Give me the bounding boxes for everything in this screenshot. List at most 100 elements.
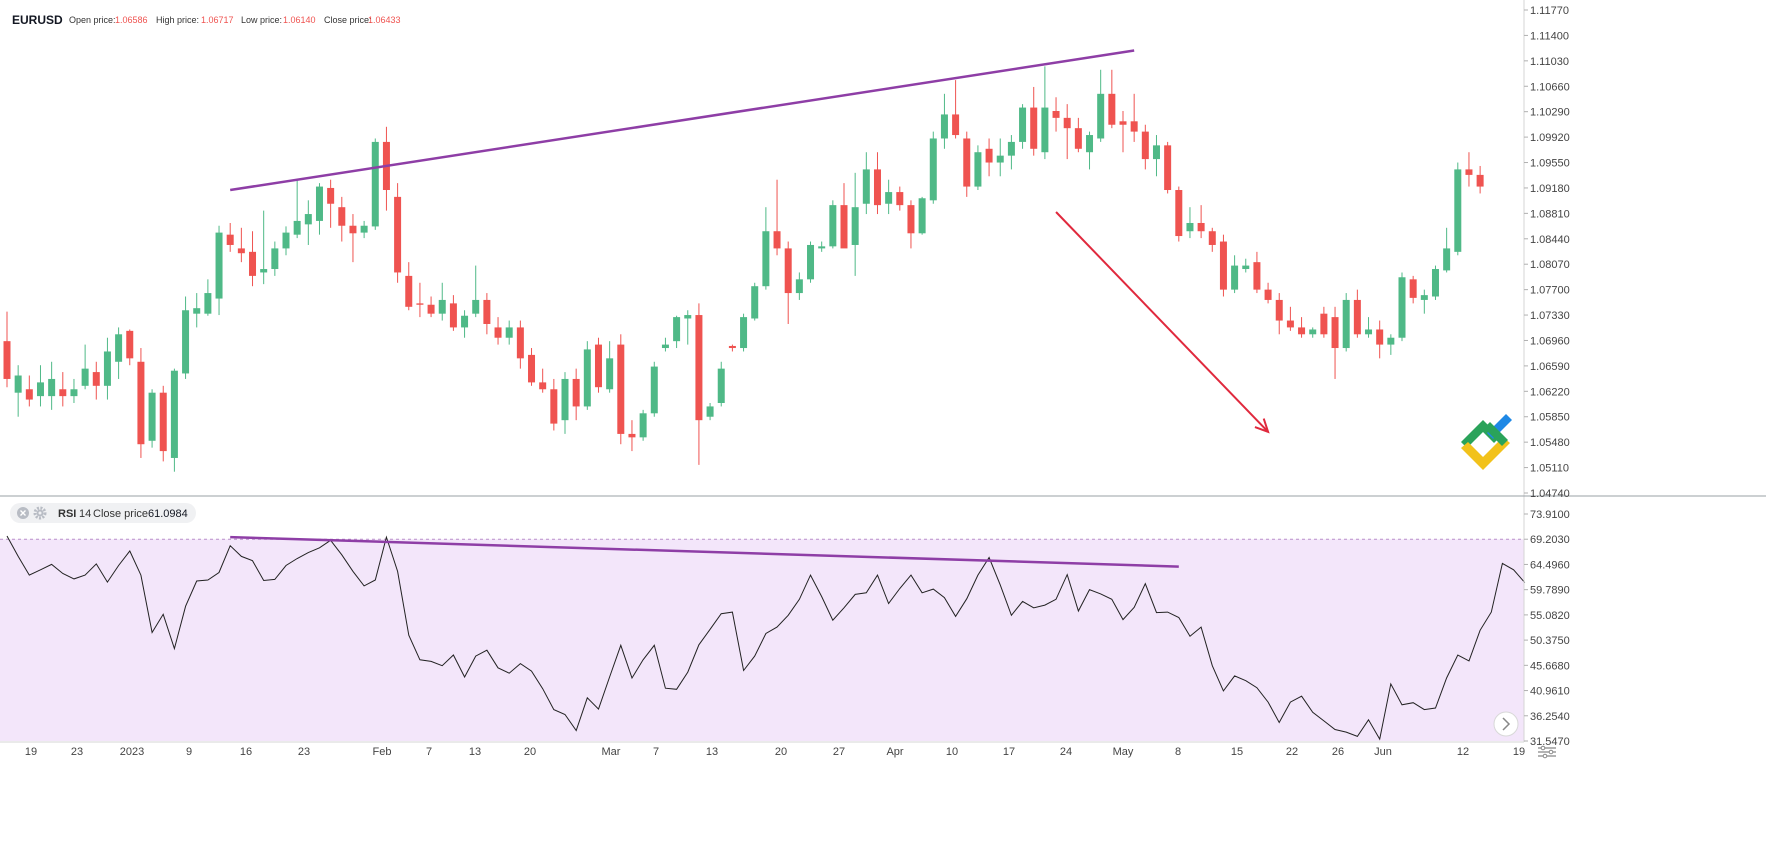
candle[interactable]	[985, 138, 993, 177]
candle[interactable]	[1365, 317, 1373, 338]
candle[interactable]	[1063, 104, 1071, 160]
candle[interactable]	[137, 348, 145, 458]
candle[interactable]	[1231, 255, 1239, 294]
candle[interactable]	[48, 361, 56, 410]
candle[interactable]	[840, 183, 848, 249]
candle[interactable]	[1152, 135, 1160, 177]
candle[interactable]	[92, 361, 100, 400]
candle[interactable]	[717, 361, 725, 407]
candle[interactable]	[338, 196, 346, 242]
candle[interactable]	[885, 179, 893, 215]
candle[interactable]	[963, 131, 971, 197]
candle[interactable]	[1275, 293, 1283, 335]
candle[interactable]	[282, 226, 290, 256]
candle[interactable]	[25, 375, 33, 407]
candle[interactable]	[483, 293, 491, 335]
candle[interactable]	[1208, 227, 1216, 252]
candle[interactable]	[1175, 186, 1183, 242]
candle[interactable]	[550, 378, 558, 431]
candle[interactable]	[907, 200, 915, 249]
candle[interactable]	[1253, 251, 1261, 294]
candle[interactable]	[249, 231, 257, 287]
candle[interactable]	[126, 329, 134, 366]
candle[interactable]	[862, 152, 870, 215]
candle[interactable]	[461, 310, 469, 338]
candle[interactable]	[394, 183, 402, 283]
candle[interactable]	[673, 315, 681, 349]
candle[interactable]	[1074, 117, 1082, 153]
candle[interactable]	[516, 320, 524, 369]
candle[interactable]	[661, 337, 669, 352]
gear-icon[interactable]	[33, 506, 47, 520]
candle[interactable]	[1264, 282, 1272, 304]
candle[interactable]	[650, 361, 658, 417]
candle[interactable]	[1309, 327, 1317, 338]
candle[interactable]	[1242, 258, 1250, 273]
candle[interactable]	[940, 93, 948, 149]
candle[interactable]	[996, 138, 1004, 177]
candle[interactable]	[1465, 152, 1473, 187]
candle[interactable]	[182, 296, 190, 379]
candle[interactable]	[695, 303, 703, 465]
candle[interactable]	[226, 222, 234, 252]
candle[interactable]	[829, 200, 837, 249]
candle[interactable]	[1443, 227, 1451, 273]
candle[interactable]	[1331, 306, 1339, 379]
candle[interactable]	[873, 152, 881, 215]
candle[interactable]	[617, 334, 625, 445]
candle[interactable]	[1298, 317, 1306, 338]
candle[interactable]	[170, 368, 178, 472]
candle[interactable]	[1320, 306, 1328, 338]
candle[interactable]	[349, 214, 357, 263]
candle[interactable]	[706, 402, 714, 421]
candle[interactable]	[1387, 334, 1395, 355]
rsi-line[interactable]	[6, 535, 1526, 741]
down-arrow-line[interactable]	[1055, 211, 1269, 433]
candle[interactable]	[684, 310, 692, 345]
candle[interactable]	[929, 131, 937, 204]
candle[interactable]	[583, 341, 591, 410]
candle[interactable]	[1420, 289, 1428, 314]
symbol-label[interactable]: EURUSD	[12, 13, 63, 27]
candle[interactable]	[472, 265, 480, 318]
candle[interactable]	[1007, 135, 1015, 170]
candle[interactable]	[1041, 66, 1049, 160]
candle[interactable]	[1219, 234, 1227, 297]
candle[interactable]	[215, 225, 223, 316]
candle[interactable]	[315, 183, 323, 235]
candle[interactable]	[1130, 93, 1138, 142]
candle[interactable]	[505, 320, 513, 345]
candle[interactable]	[81, 344, 89, 390]
candle[interactable]	[594, 337, 602, 393]
candle[interactable]	[1030, 86, 1038, 156]
axis-settings-icon[interactable]	[1538, 745, 1556, 759]
candle[interactable]	[528, 348, 536, 386]
candle[interactable]	[193, 293, 201, 328]
candle[interactable]	[59, 372, 67, 407]
candle[interactable]	[784, 241, 792, 324]
price-plot[interactable]	[3, 49, 1484, 472]
candle[interactable]	[1342, 293, 1350, 352]
candle[interactable]	[896, 186, 904, 211]
close-icon[interactable]	[17, 507, 29, 519]
candle[interactable]	[952, 80, 960, 139]
candle[interactable]	[1376, 320, 1384, 359]
candle[interactable]	[159, 385, 167, 462]
rsi-plot[interactable]	[6, 535, 1526, 741]
candle[interactable]	[773, 179, 781, 256]
candle[interactable]	[740, 313, 748, 352]
candle[interactable]	[539, 368, 547, 393]
candle[interactable]	[148, 389, 156, 448]
candle[interactable]	[561, 372, 569, 434]
candle[interactable]	[639, 409, 647, 441]
candle[interactable]	[628, 420, 636, 452]
candle[interactable]	[260, 210, 268, 285]
candle[interactable]	[1108, 69, 1116, 129]
candle[interactable]	[327, 179, 335, 228]
candle[interactable]	[1454, 162, 1462, 256]
candle[interactable]	[728, 344, 736, 352]
candle[interactable]	[36, 365, 44, 407]
candle[interactable]	[606, 341, 614, 393]
candle[interactable]	[1141, 124, 1149, 170]
candle[interactable]	[1431, 265, 1439, 300]
